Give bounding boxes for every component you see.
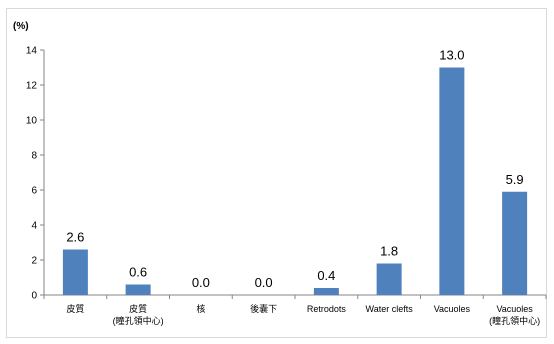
y-tick-label: 14 [26,46,38,57]
data-label: 5.9 [506,172,524,187]
data-label: 13.0 [439,48,464,63]
y-axis-unit-label: (%) [13,21,29,32]
data-label: 1.8 [380,244,398,259]
category-label: 皮質 [129,303,147,314]
bar [439,67,465,295]
x-axis [43,294,547,299]
y-tick-label: 4 [31,221,37,232]
y-tick-label: 2 [31,256,37,267]
data-label: 0.6 [129,265,147,280]
category-label: 皮質 [66,303,84,314]
category-label: Vacuoles [434,304,471,314]
bars [62,67,528,295]
data-label: 0.0 [255,275,273,290]
data-label: 0.4 [317,268,335,283]
bar [376,263,402,295]
category-label: Vacuoles [496,304,533,314]
bar [502,191,528,295]
category-label: Water clefts [366,304,414,314]
data-labels: 2.6 0.6 0.0 0.0 0.4 1.8 13.0 5.9 [66,48,523,291]
category-label: Retrodots [307,304,347,314]
y-tick-label: 0 [31,291,37,302]
bar [62,249,88,295]
bar [125,284,151,295]
y-tick-label: 12 [26,81,38,92]
y-tick-label: 10 [26,116,38,127]
y-tick-label: 6 [31,186,37,197]
data-label: 2.6 [66,230,84,245]
category-label: (瞳孔領中心) [489,315,540,326]
category-label: (瞳孔領中心) [113,315,164,326]
category-label: 後嚢下 [250,303,277,314]
y-tick-label: 8 [31,151,37,162]
bar [313,288,339,295]
y-axis: 0 2 4 6 8 10 12 14 [26,46,45,302]
category-labels: 皮質 皮質(瞳孔領中心)核 後嚢下 Retrodots Water clefts Vacu… [66,303,540,326]
category-label: 核 [196,303,205,314]
data-label: 0.0 [192,275,210,290]
